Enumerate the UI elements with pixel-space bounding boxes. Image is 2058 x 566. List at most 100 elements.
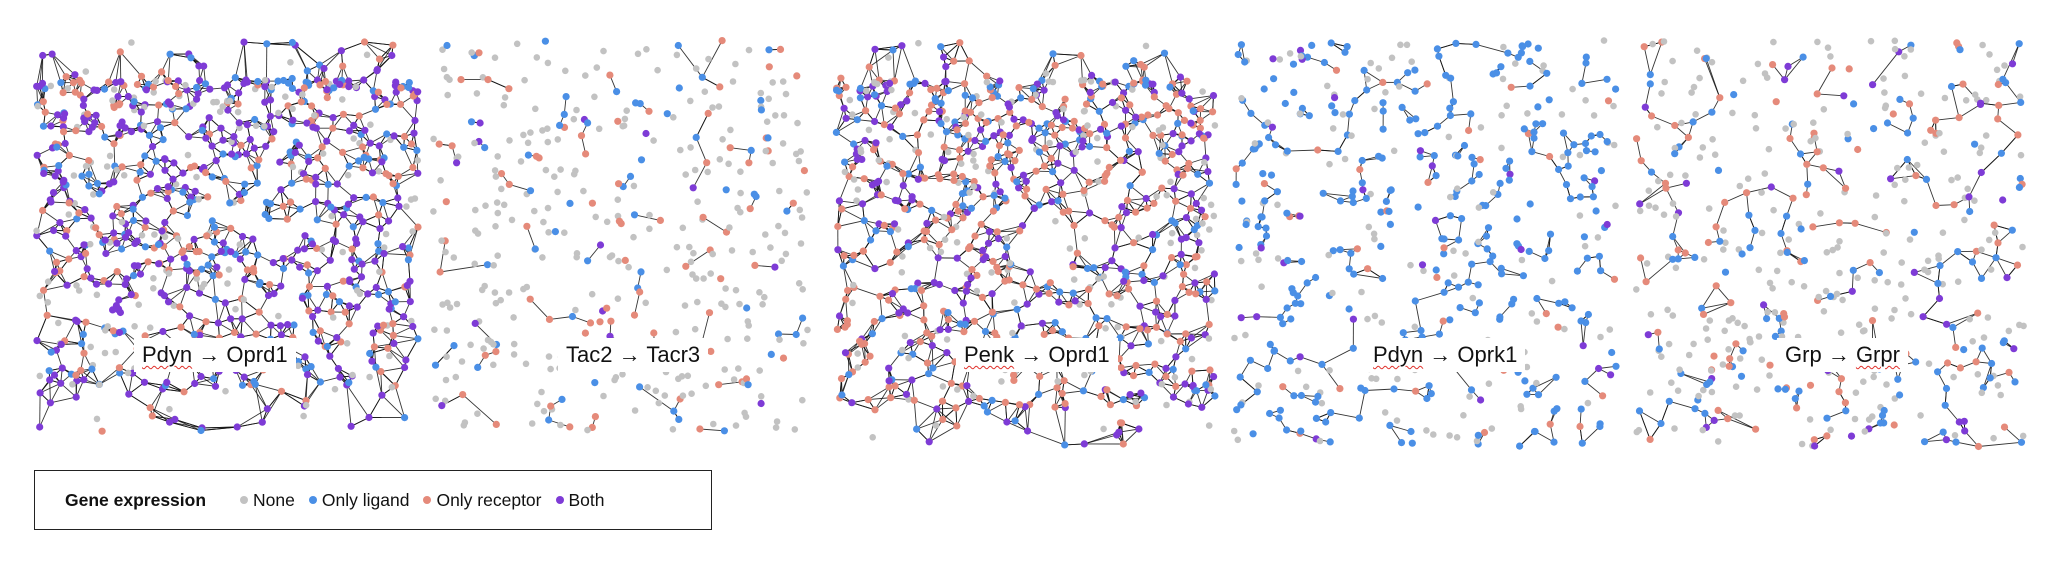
cell-node-none [732,286,740,294]
edge [51,53,62,83]
cell-node-ligand [85,182,93,190]
cell-node-none [742,413,750,421]
cell-node-ligand [141,152,149,160]
cell-node-ligand [674,41,682,50]
cell-node-none [691,325,699,333]
cell-node-both [171,415,179,423]
cell-node-receptor [76,76,84,84]
cell-node-ligand [322,290,330,299]
cell-node-both [385,305,393,313]
cell-node-receptor [396,100,405,108]
cell-node-receptor [614,117,622,125]
cell-node-both [121,280,129,289]
cell-node-ligand [630,211,639,219]
cell-node-both [213,263,221,271]
edge [51,53,76,76]
edge [164,287,187,297]
cell-node-receptor [630,311,639,319]
edge [393,338,418,344]
cell-node-ligand [45,367,53,375]
cell-node-both [312,173,320,181]
cell-node-ligand [355,157,363,165]
cell-node-none [531,207,538,215]
cell-node-ligand [698,73,706,81]
cell-node-none [430,208,437,215]
cell-node-both [33,232,41,240]
cell-node-both [596,241,605,249]
cell-node-both [303,371,312,379]
cell-node-ligand [57,79,65,87]
cell-node-receptor [459,391,467,399]
cell-node-both [223,81,232,89]
cell-node-receptor [141,332,149,340]
cell-node-none [510,340,518,348]
cell-node-both [208,142,216,150]
cell-node-receptor [765,63,773,71]
cell-node-none [268,83,276,91]
cell-node-both [62,232,70,240]
cell-node-ligand [413,146,421,154]
edge [149,388,163,408]
cell-node-both [72,393,80,401]
cell-node-both [46,376,54,384]
cell-node-receptor [645,107,653,115]
cell-node-ligand [584,119,592,127]
cell-node-none [492,173,500,180]
cell-node-receptor [526,295,534,303]
cell-node-none [767,244,774,251]
cell-node-none [468,49,476,56]
cell-node-ligand [210,238,219,246]
cell-node-both [164,298,173,306]
cell-node-none [454,153,462,161]
cell-node-none [450,254,458,261]
edge [168,287,187,303]
cell-node-none [93,291,101,299]
cell-node-both [224,106,232,114]
cell-node-none [540,407,548,415]
edge [250,384,268,410]
cell-node-ligand [208,253,216,261]
cell-node-both [163,378,171,386]
cell-node-both [46,196,54,204]
cell-node-receptor [407,140,415,148]
cell-node-none [166,405,173,413]
cell-node-none [282,93,289,100]
cell-node-ligand [372,363,380,371]
cell-node-both [406,277,414,285]
cell-node-receptor [375,55,384,63]
cell-node-both [136,270,145,278]
cell-node-both [309,313,317,321]
cell-node-none [701,88,709,95]
cell-node-none [547,365,554,373]
cell-node-none [236,241,244,248]
edge [149,407,170,423]
cell-node-ligand [166,50,174,58]
cell-node-none [545,353,553,360]
cell-node-both [277,282,285,290]
cell-node-both [180,254,188,262]
cell-node-ligand [330,84,338,92]
cell-node-ligand [211,295,219,303]
cell-node-none [216,108,224,115]
cell-node-none [721,366,728,373]
cell-node-both [261,98,269,106]
cell-node-ligand [263,40,271,48]
cell-node-ligand [750,190,758,198]
cell-node-none [287,59,294,66]
cell-node-none [75,287,83,294]
cell-node-ligand [46,247,54,255]
cell-node-none [388,383,396,391]
cell-node-none [634,50,642,58]
cell-node-both [155,260,163,268]
cell-node-ligand [138,193,147,201]
cell-node-both [331,237,340,246]
cell-node-both [372,283,380,291]
cell-node-ligand [192,83,201,92]
cell-node-receptor [375,211,383,219]
cell-node-both [246,135,254,144]
cell-node-both [402,356,410,364]
cell-node-receptor [71,88,79,96]
cell-node-none [472,206,479,214]
cell-node-none [458,358,466,365]
edge [36,340,57,351]
